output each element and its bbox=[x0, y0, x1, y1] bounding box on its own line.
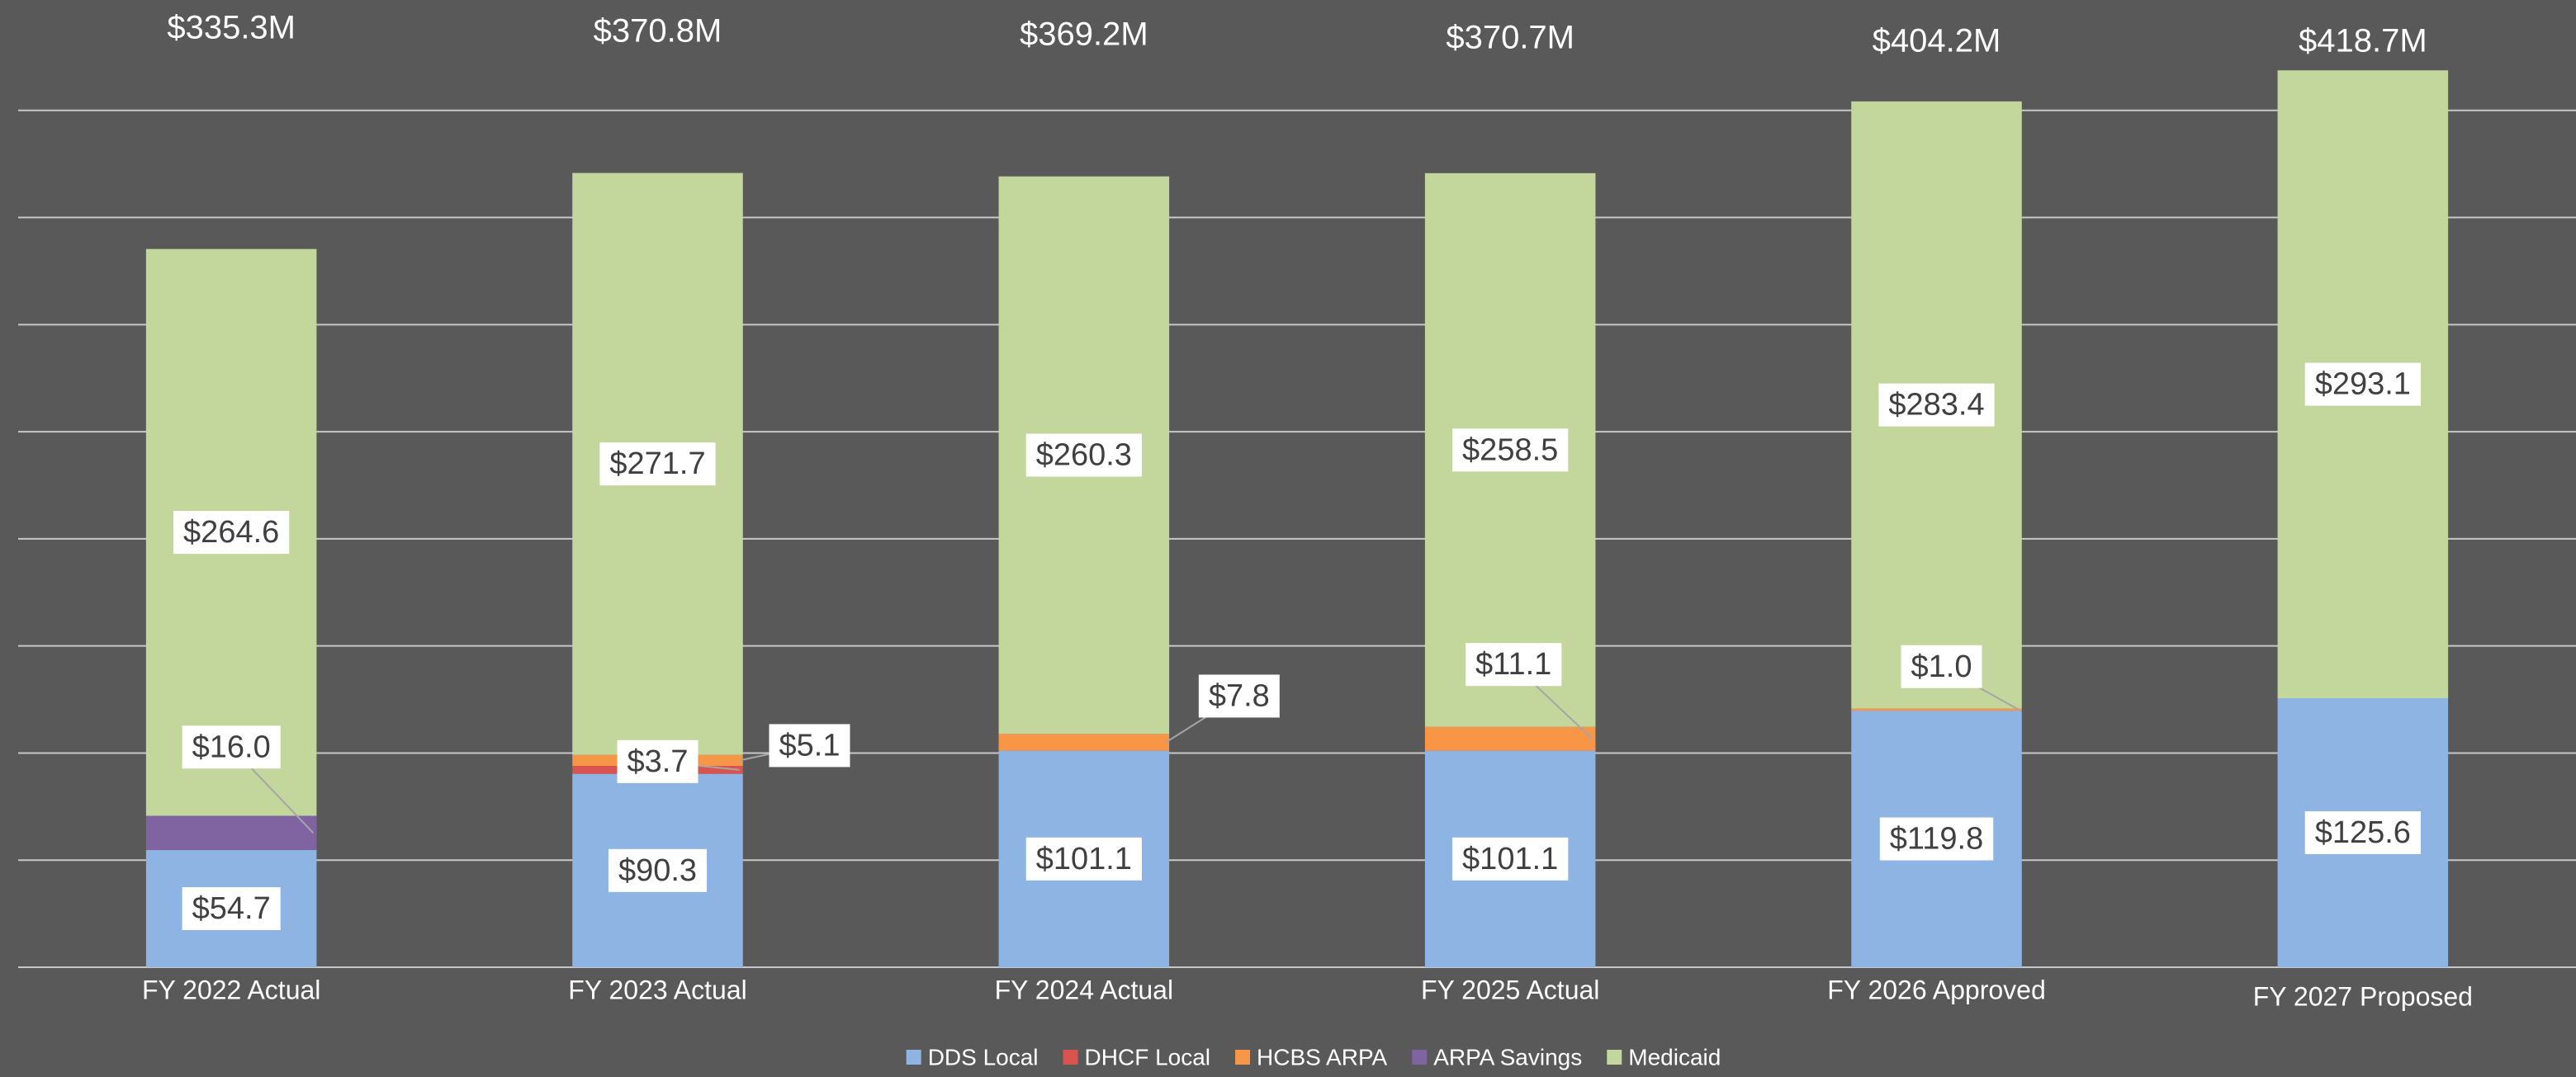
data-label: $101.1 bbox=[1452, 837, 1569, 881]
x-tick-label: FY 2024 Actual bbox=[995, 975, 1173, 1004]
label-box bbox=[1452, 837, 1569, 881]
x-tick-label: FY 2027 Proposed bbox=[2253, 981, 2473, 1011]
label-box bbox=[599, 442, 716, 486]
bar-segment bbox=[145, 815, 317, 851]
data-label: $90.3 bbox=[608, 848, 708, 892]
label-box bbox=[182, 887, 281, 931]
data-label: $16.0 bbox=[182, 725, 315, 834]
legend-label: DHCF Local bbox=[1085, 1044, 1210, 1070]
legend-swatch bbox=[1063, 1050, 1078, 1065]
label-box bbox=[1466, 643, 1562, 687]
bar-segment bbox=[1424, 726, 1596, 751]
data-label-text: $258.5 bbox=[1462, 432, 1558, 467]
x-tick-label: FY 2022 Actual bbox=[142, 975, 320, 1004]
data-label-text: $260.3 bbox=[1036, 438, 1132, 473]
data-label: $101.1 bbox=[1025, 837, 1142, 881]
data-label-text: $271.7 bbox=[609, 446, 705, 481]
bar-segment bbox=[998, 734, 1170, 751]
data-label-text: $119.8 bbox=[1890, 822, 1983, 857]
data-label: $260.3 bbox=[1025, 433, 1142, 477]
data-label-text: $293.1 bbox=[2315, 367, 2411, 402]
label-box bbox=[2304, 362, 2421, 406]
label-box bbox=[1878, 383, 1995, 427]
data-label: $119.8 bbox=[1879, 817, 1994, 861]
label-box bbox=[1879, 817, 1994, 861]
x-tick-label: FY 2023 Actual bbox=[568, 975, 746, 1004]
label-box bbox=[617, 739, 698, 783]
total-label: $404.2M bbox=[1873, 23, 2001, 59]
legend-label: HCBS ARPA bbox=[1257, 1044, 1388, 1070]
total-label: $370.8M bbox=[594, 13, 722, 50]
legend-swatch bbox=[906, 1050, 921, 1065]
legend: DDS Local DHCF Local HCBS ARPA ARPA Savings… bbox=[906, 1044, 1721, 1070]
data-label: $11.1 bbox=[1466, 643, 1593, 739]
legend-label: DDS Local bbox=[928, 1044, 1039, 1070]
label-box bbox=[1452, 428, 1569, 472]
total-label: $335.3M bbox=[167, 10, 296, 46]
legend-label: ARPA Savings bbox=[1433, 1044, 1582, 1070]
label-box bbox=[769, 724, 850, 768]
data-label: $283.4 bbox=[1878, 383, 1995, 427]
data-label: $264.6 bbox=[173, 511, 290, 555]
label-box bbox=[608, 848, 708, 892]
legend-swatch bbox=[1607, 1050, 1622, 1065]
bar-segment bbox=[1851, 708, 2022, 711]
label-box bbox=[182, 725, 281, 769]
data-label-text: $54.7 bbox=[192, 891, 271, 926]
label-box bbox=[173, 511, 290, 555]
data-label: $3.7 bbox=[617, 739, 740, 783]
total-label: $418.7M bbox=[2299, 23, 2427, 59]
data-label-text: $101.1 bbox=[1462, 842, 1558, 876]
data-label: $258.5 bbox=[1452, 428, 1569, 472]
legend-swatch bbox=[1412, 1050, 1428, 1065]
legend-swatch bbox=[1235, 1050, 1251, 1065]
data-label-text: $264.6 bbox=[183, 515, 279, 550]
x-tick-label: FY 2026 Approved bbox=[1827, 975, 2046, 1004]
x-tick-label: FY 2025 Actual bbox=[1421, 975, 1599, 1004]
label-box bbox=[1901, 645, 1982, 688]
label-box bbox=[2304, 810, 2421, 854]
data-label-text: $101.1 bbox=[1036, 842, 1132, 876]
data-label-text: $90.3 bbox=[618, 853, 697, 888]
data-label: $293.1 bbox=[2304, 362, 2421, 406]
label-box bbox=[1025, 837, 1142, 881]
data-label: $125.6 bbox=[2304, 810, 2421, 854]
legend-label: Medicaid bbox=[1628, 1044, 1721, 1070]
total-label: $370.7M bbox=[1446, 20, 1574, 56]
data-label: $7.8 bbox=[1165, 674, 1280, 744]
total-label: $369.2M bbox=[1020, 17, 1148, 53]
data-label: $271.7 bbox=[599, 442, 716, 486]
data-label-text: $7.8 bbox=[1209, 678, 1270, 713]
label-box bbox=[1198, 674, 1280, 718]
data-label: $5.1 bbox=[739, 724, 850, 768]
data-label: $1.0 bbox=[1901, 645, 2020, 711]
data-label-text: $1.0 bbox=[1911, 650, 1972, 684]
data-label-text: $16.0 bbox=[192, 730, 271, 764]
data-label-text: $125.6 bbox=[2315, 815, 2411, 850]
label-box bbox=[1025, 433, 1142, 477]
data-label-text: $5.1 bbox=[779, 728, 841, 763]
data-label-text: $283.4 bbox=[1888, 388, 1984, 423]
data-label-text: $11.1 bbox=[1475, 647, 1551, 682]
data-label: $54.7 bbox=[182, 887, 281, 931]
data-label-text: $3.7 bbox=[627, 744, 689, 779]
